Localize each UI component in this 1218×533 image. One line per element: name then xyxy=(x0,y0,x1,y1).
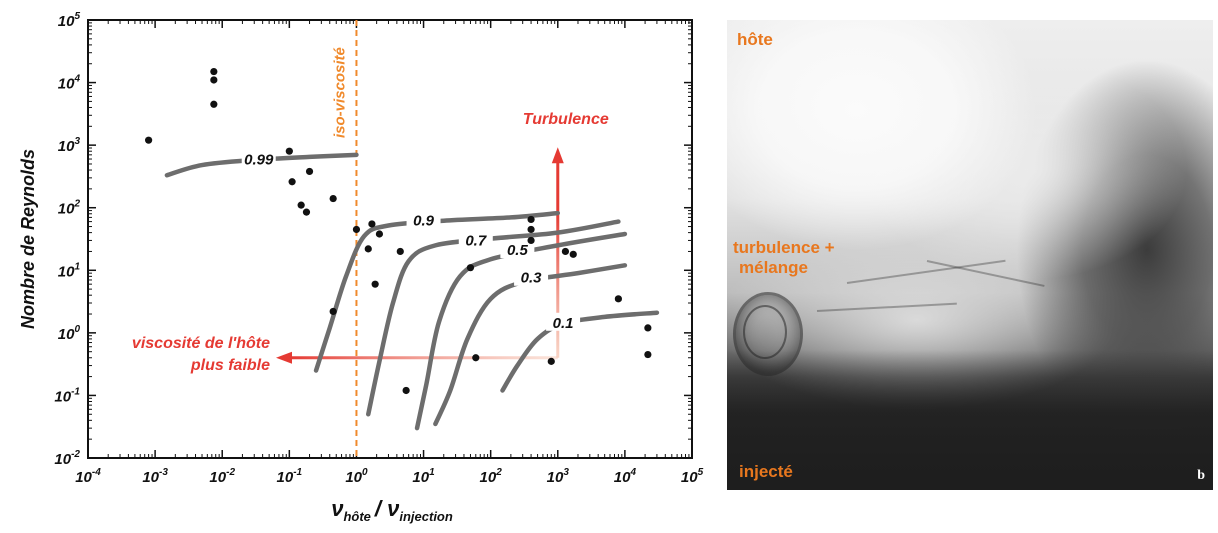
data-point xyxy=(329,307,337,316)
data-point xyxy=(371,280,379,288)
viscosity-label-line1: viscosité de l'hôte xyxy=(132,335,270,352)
data-point xyxy=(210,76,218,84)
photo-label-injected: injecté xyxy=(739,462,793,481)
curve-label-bg xyxy=(406,210,441,229)
panel-letter: b xyxy=(1197,468,1205,483)
curves-layer: 0.99 0.9 0.7 0.5 0.3 0.1 xyxy=(164,149,660,431)
data-point xyxy=(210,67,218,76)
data-point xyxy=(302,208,311,216)
x-tick-label: 10-3 xyxy=(142,467,168,486)
y-tick-label: 103 xyxy=(58,136,81,155)
viscosity-label-line2: plus faible xyxy=(190,357,270,374)
viscosity-arrow-head xyxy=(276,351,292,364)
x-tick-label: 103 xyxy=(547,467,570,486)
reynolds-chart: iso-viscosité Turbulence viscosité de l'hô… xyxy=(18,11,704,524)
curve-label-bg xyxy=(514,267,549,286)
photo-label-host: hôte xyxy=(737,30,773,49)
data-point xyxy=(288,178,296,186)
plot-border xyxy=(87,19,693,459)
axis-labels: Nombre de Reynolds νhôte / νinjection xyxy=(18,149,453,524)
curve-label-bg xyxy=(458,230,493,249)
data-point xyxy=(368,220,376,228)
data-point xyxy=(614,295,622,303)
curve-label: 0.5 xyxy=(507,242,529,259)
photo-vortex xyxy=(733,292,803,376)
data-point xyxy=(285,147,293,155)
x-tick-label: 10-1 xyxy=(277,467,303,486)
y-tick-label: 100 xyxy=(58,324,81,343)
x-tick-label: 101 xyxy=(412,467,435,486)
turbulence-label: Turbulence xyxy=(523,111,609,128)
data-point xyxy=(364,245,372,253)
x-tick-label: 10-4 xyxy=(75,467,101,486)
annotation-arrows: iso-viscosité Turbulence viscosité de l'hô… xyxy=(132,20,609,458)
curve-label: 0.9 xyxy=(413,213,435,230)
curve-0-7 xyxy=(366,219,621,417)
curve-label: 0.3 xyxy=(521,270,543,287)
data-point xyxy=(644,350,652,359)
data-point xyxy=(402,386,410,395)
photo-vortex-inner xyxy=(743,305,787,359)
data-point xyxy=(297,201,305,209)
y-axis-label: Nombre de Reynolds xyxy=(18,149,38,329)
data-point xyxy=(527,225,535,234)
data-point xyxy=(396,247,404,256)
x-tick-label: 102 xyxy=(480,467,503,486)
data-point xyxy=(352,225,361,234)
x-tick-label: 105 xyxy=(681,467,704,486)
curve-0-5 xyxy=(414,231,628,431)
tick-labels: 10-4 10-3 10-2 10-1 100 101 102 103 104 105 10-2 10… xyxy=(54,11,703,486)
data-point xyxy=(210,100,218,108)
x-tick-label: 100 xyxy=(345,467,368,486)
data-point xyxy=(466,264,475,272)
photo-streak xyxy=(816,302,957,312)
y-tick-label: 104 xyxy=(58,74,81,93)
y-tick-label: 10-2 xyxy=(54,449,80,468)
data-point xyxy=(527,215,535,224)
data-point xyxy=(329,194,337,203)
turbulence-arrow-head xyxy=(551,147,564,164)
data-point xyxy=(145,136,153,144)
data-point xyxy=(375,230,384,238)
y-tick-label: 105 xyxy=(58,11,81,30)
x-axis-label: νhôte / νinjection xyxy=(331,496,453,524)
iso-viscosity-label: iso-viscosité xyxy=(331,47,348,138)
curve-label: 0.7 xyxy=(465,232,487,249)
data-point xyxy=(644,324,652,332)
curve-label-bg xyxy=(241,149,276,168)
photo-dark-band xyxy=(727,350,1213,490)
x-tick-label: 10-2 xyxy=(209,467,235,486)
data-point xyxy=(569,250,577,258)
y-tick-label: 10-1 xyxy=(54,386,80,405)
viscosity-arrow-shaft xyxy=(290,356,558,360)
curve-label-bg xyxy=(500,240,535,259)
x-tick-label: 104 xyxy=(614,467,637,486)
y-tick-label: 102 xyxy=(58,199,81,218)
data-point xyxy=(305,167,314,176)
y-tick-label: 101 xyxy=(58,261,81,280)
curve-label: 0.1 xyxy=(553,315,574,332)
photo-label-mixing: mélange xyxy=(739,258,808,277)
data-point xyxy=(561,247,570,256)
curve-0-9 xyxy=(313,210,561,373)
curve-0-3 xyxy=(433,263,628,427)
data-point xyxy=(472,354,480,362)
data-point xyxy=(527,236,535,245)
points-layer xyxy=(145,67,652,395)
data-point xyxy=(547,357,555,365)
curve-label-bg xyxy=(546,312,581,331)
turbulence-arrow-shaft-lower xyxy=(556,213,560,358)
curve-label: 0.99 xyxy=(244,151,274,168)
flow-photograph: hôte turbulence + mélange injecté b xyxy=(727,20,1213,490)
photo-label-turbulence: turbulence + xyxy=(733,238,835,257)
